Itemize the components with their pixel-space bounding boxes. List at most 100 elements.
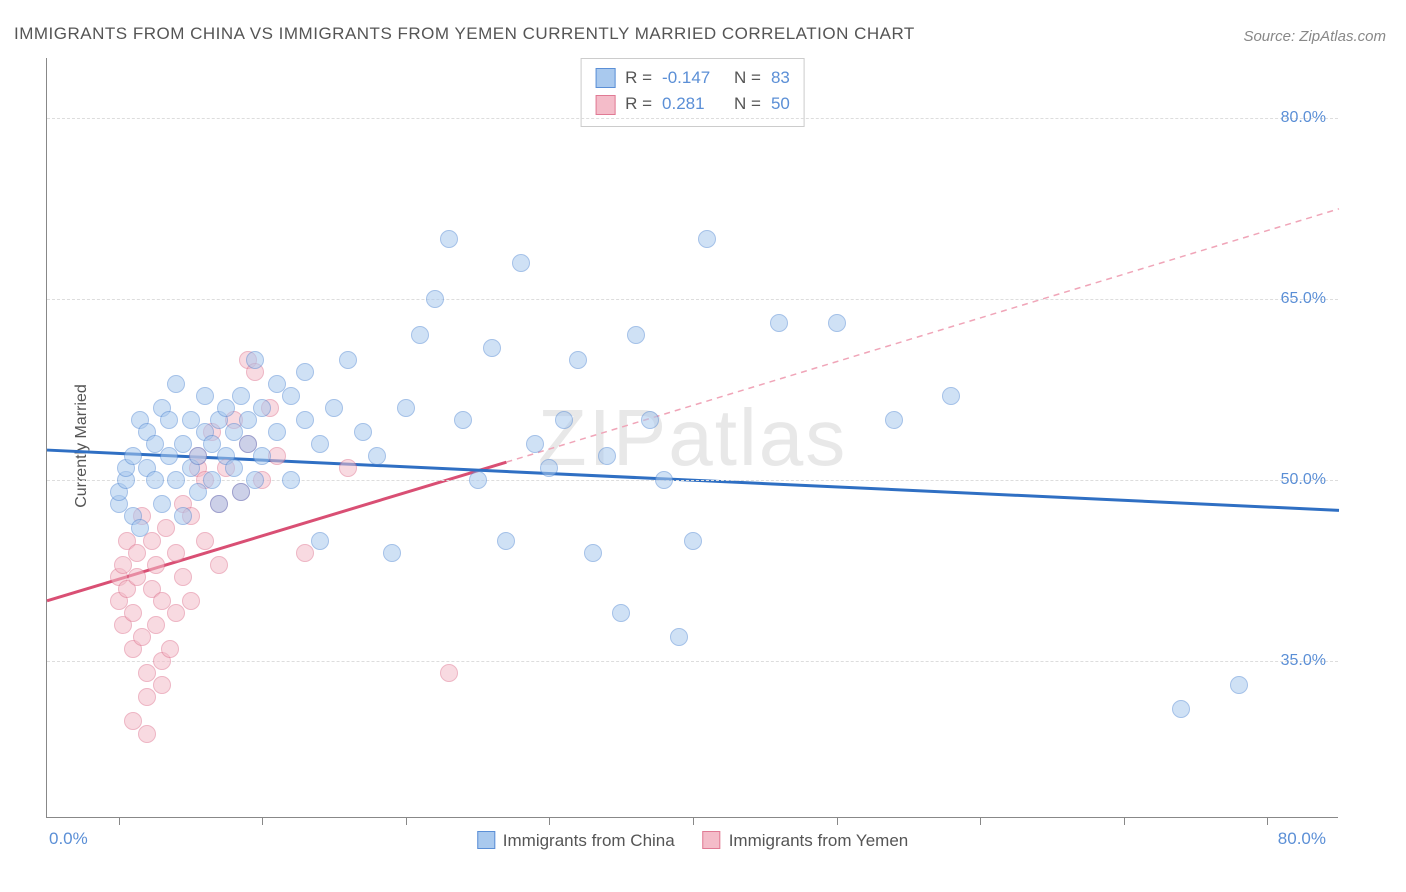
scatter-point	[128, 544, 146, 562]
stats-row: R = 0.281 N = 50	[595, 91, 790, 117]
y-tick-label: 50.0%	[1281, 471, 1326, 489]
scatter-point	[253, 447, 271, 465]
scatter-point	[627, 326, 645, 344]
x-tick	[1267, 817, 1268, 825]
scatter-point	[368, 447, 386, 465]
scatter-point	[339, 351, 357, 369]
scatter-point	[454, 411, 472, 429]
plot-area: ZIPatlas R = -0.147 N = 83 R = 0.281 N =…	[46, 58, 1338, 818]
scatter-point	[555, 411, 573, 429]
scatter-point	[160, 411, 178, 429]
legend-item: Immigrants from China	[477, 831, 675, 851]
scatter-point	[311, 435, 329, 453]
scatter-point	[354, 423, 372, 441]
scatter-point	[138, 688, 156, 706]
scatter-point	[167, 604, 185, 622]
scatter-point	[167, 544, 185, 562]
scatter-point	[147, 616, 165, 634]
x-tick	[1124, 817, 1125, 825]
swatch-icon	[703, 831, 721, 849]
stats-n-value: 83	[771, 65, 790, 91]
scatter-point	[232, 387, 250, 405]
stats-row: R = -0.147 N = 83	[595, 65, 790, 91]
gridline	[47, 299, 1338, 300]
y-tick-label: 80.0%	[1281, 109, 1326, 127]
scatter-point	[282, 387, 300, 405]
scatter-point	[296, 544, 314, 562]
swatch-icon	[477, 831, 495, 849]
scatter-point	[131, 519, 149, 537]
scatter-point	[268, 423, 286, 441]
scatter-point	[1230, 676, 1248, 694]
scatter-point	[469, 471, 487, 489]
scatter-point	[182, 592, 200, 610]
chart-container: IMMIGRANTS FROM CHINA VS IMMIGRANTS FROM…	[0, 0, 1406, 892]
x-tick	[406, 817, 407, 825]
x-tick	[980, 817, 981, 825]
stats-legend-box: R = -0.147 N = 83 R = 0.281 N = 50	[580, 58, 805, 127]
legend-item: Immigrants from Yemen	[703, 831, 909, 851]
scatter-point	[569, 351, 587, 369]
stats-n-label: N =	[734, 65, 761, 91]
x-tick	[549, 817, 550, 825]
scatter-point	[698, 230, 716, 248]
swatch-icon	[595, 68, 615, 88]
scatter-point	[770, 314, 788, 332]
scatter-point	[641, 411, 659, 429]
x-tick	[837, 817, 838, 825]
scatter-point	[296, 411, 314, 429]
x-tick	[119, 817, 120, 825]
scatter-point	[598, 447, 616, 465]
scatter-point	[225, 459, 243, 477]
scatter-point	[512, 254, 530, 272]
scatter-point	[160, 447, 178, 465]
scatter-point	[157, 519, 175, 537]
scatter-point	[497, 532, 515, 550]
scatter-point	[174, 568, 192, 586]
scatter-point	[133, 628, 151, 646]
stats-n-value: 50	[771, 91, 790, 117]
scatter-point	[167, 375, 185, 393]
scatter-point	[253, 399, 271, 417]
scatter-point	[217, 399, 235, 417]
watermark-text: ZIPatlas	[538, 392, 847, 484]
scatter-point	[210, 556, 228, 574]
scatter-point	[397, 399, 415, 417]
scatter-point	[282, 471, 300, 489]
scatter-point	[440, 230, 458, 248]
scatter-point	[196, 387, 214, 405]
scatter-point	[426, 290, 444, 308]
scatter-point	[828, 314, 846, 332]
scatter-point	[189, 447, 207, 465]
y-tick-label: 35.0%	[1281, 652, 1326, 670]
scatter-point	[138, 725, 156, 743]
y-tick-label: 65.0%	[1281, 290, 1326, 308]
scatter-point	[161, 640, 179, 658]
scatter-point	[885, 411, 903, 429]
scatter-point	[684, 532, 702, 550]
x-tick	[693, 817, 694, 825]
bottom-legend: Immigrants from China Immigrants from Ye…	[477, 831, 908, 851]
scatter-point	[296, 363, 314, 381]
stats-r-value: -0.147	[662, 65, 724, 91]
stats-r-value: 0.281	[662, 91, 724, 117]
scatter-point	[540, 459, 558, 477]
x-axis-min-label: 0.0%	[49, 829, 88, 849]
chart-title: IMMIGRANTS FROM CHINA VS IMMIGRANTS FROM…	[14, 24, 915, 44]
scatter-point	[311, 532, 329, 550]
scatter-point	[146, 471, 164, 489]
scatter-point	[232, 483, 250, 501]
scatter-point	[670, 628, 688, 646]
scatter-point	[526, 435, 544, 453]
scatter-point	[339, 459, 357, 477]
scatter-point	[325, 399, 343, 417]
scatter-point	[167, 471, 185, 489]
scatter-point	[246, 351, 264, 369]
legend-label: Immigrants from Yemen	[729, 831, 909, 850]
gridline	[47, 480, 1338, 481]
scatter-point	[1172, 700, 1190, 718]
scatter-point	[942, 387, 960, 405]
scatter-point	[440, 664, 458, 682]
source-label: Source: ZipAtlas.com	[1243, 28, 1386, 45]
scatter-point	[584, 544, 602, 562]
